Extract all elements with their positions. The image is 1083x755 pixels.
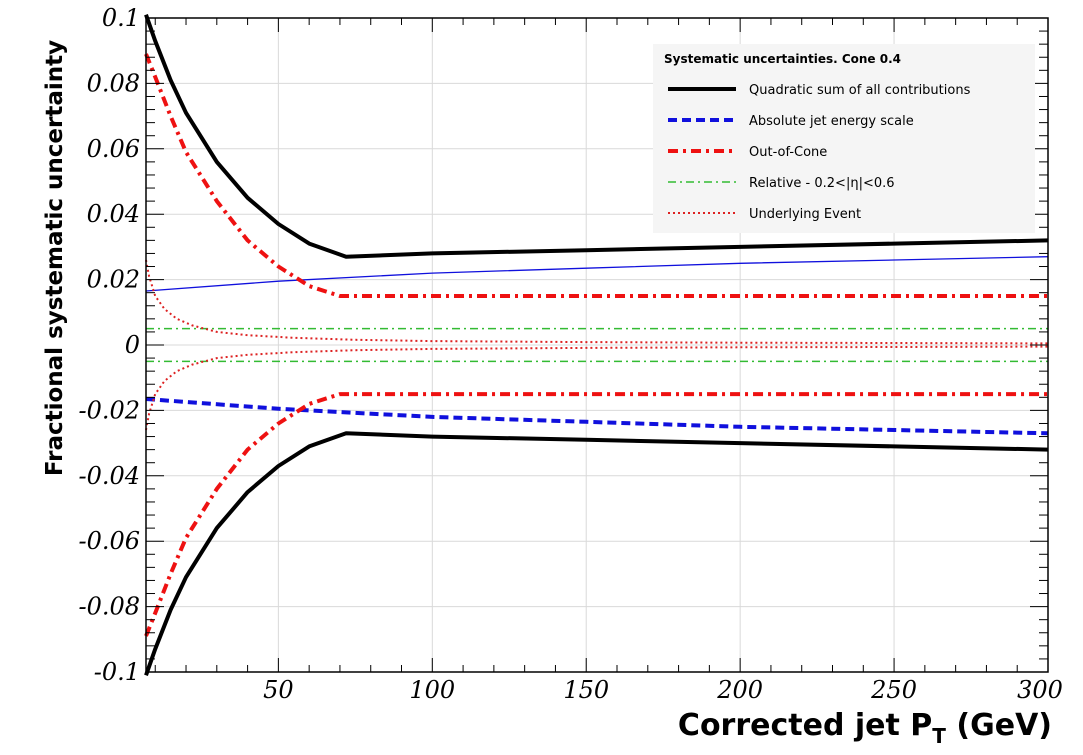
x-tick-label: 300	[1017, 676, 1063, 704]
legend-label: Out-of-Cone	[749, 145, 827, 160]
y-tick-label: -0.06	[78, 527, 140, 555]
legend-box	[653, 44, 1035, 233]
y-tick-label: -0.1	[94, 658, 140, 686]
x-tick-label: 200	[716, 676, 763, 704]
x-tick-label: 50	[263, 676, 294, 704]
y-axis-title: Fractional systematic uncertainty	[42, 40, 68, 476]
y-tick-label: 0.08	[87, 69, 140, 97]
x-tick-labels: 50 100 150 200 250 300	[263, 676, 1063, 704]
y-tick-label: 0.02	[87, 266, 140, 294]
y-tick-label: 0.1	[102, 4, 140, 32]
y-tick-label: -0.04	[78, 462, 140, 490]
x-axis-title-unit: (GeV)	[946, 708, 1052, 743]
y-tick-label: 0	[125, 331, 140, 359]
y-tick-label: -0.08	[78, 593, 140, 621]
series-line-5	[144, 392, 1048, 637]
series-line-1	[144, 431, 1049, 676]
x-tick-label: 100	[409, 676, 455, 704]
legend-title: Systematic uncertainties. Cone 0.4	[664, 52, 901, 66]
grid	[146, 17, 1049, 673]
x-axis-title-sub: T	[932, 724, 946, 748]
x-axis-title: Corrected jet PT (GeV)	[678, 708, 1052, 748]
series-line-3	[145, 397, 1049, 436]
y-tick-labels: -0.1 -0.08 -0.06 -0.04 -0.02 0 0.02 0.04 0.06 0.0…	[78, 4, 140, 686]
series-line-2	[145, 256, 1049, 292]
legend-label: Absolute jet energy scale	[749, 114, 914, 129]
legend-label: Relative - 0.2<|η|<0.6	[749, 176, 895, 191]
x-tick-label: 150	[563, 676, 609, 704]
series-line-4	[144, 53, 1048, 298]
y-tick-label: -0.02	[78, 396, 140, 424]
legend: Systematic uncertainties. Cone 0.4 Quadr…	[653, 44, 1035, 233]
axis-ticks	[146, 17, 1049, 673]
legend-label: Quadratic sum of all contributions	[749, 83, 971, 98]
legend-label: Underlying Event	[749, 207, 861, 222]
y-tick-label: 0.06	[87, 135, 140, 163]
series-line-0	[144, 14, 1049, 259]
x-axis-title-main: Corrected jet P	[678, 708, 932, 743]
y-tick-label: 0.04	[87, 200, 140, 228]
x-tick-label: 250	[870, 676, 917, 704]
series-group	[144, 14, 1049, 676]
